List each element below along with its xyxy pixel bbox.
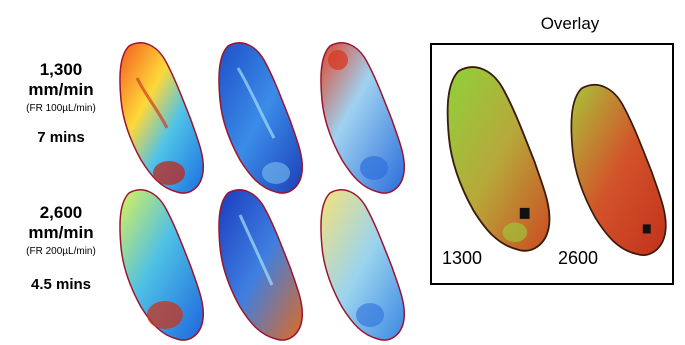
acquisition-time: 4.5 mins	[30, 276, 92, 293]
tissue-image-row2-a	[119, 189, 205, 341]
scan-rate-value: 2,600	[39, 203, 83, 222]
flow-rate: (FR 100µL/min)	[26, 103, 96, 114]
tissue-image-row1-a	[119, 42, 205, 194]
scan-rate-unit: mm/min	[28, 223, 94, 242]
overlay-panel: 1300 2600	[430, 43, 674, 285]
tissue-image-row2-b	[218, 189, 304, 341]
row2-label: 2,600 mm/min (FR 200µL/min) 4.5 mins	[2, 203, 120, 293]
scan-rate-unit: mm/min	[28, 80, 94, 99]
flow-rate: (FR 200µL/min)	[26, 246, 96, 257]
overlay-image-1300	[446, 66, 551, 252]
tissue-image-row1-b	[218, 42, 304, 194]
overlay-title: Overlay	[540, 14, 600, 33]
row1-label: 1,300 mm/min (FR 100µL/min) 7 mins	[2, 60, 120, 146]
overlay-label-1300: 1300	[442, 248, 483, 268]
scan-rate-value: 1,300	[39, 60, 83, 79]
acquisition-time: 7 mins	[37, 129, 85, 146]
overlay-label-2600: 2600	[558, 248, 599, 268]
overlay-image-2600	[570, 83, 667, 256]
tissue-image-row1-c	[320, 42, 406, 194]
tissue-image-row2-c	[320, 189, 406, 341]
